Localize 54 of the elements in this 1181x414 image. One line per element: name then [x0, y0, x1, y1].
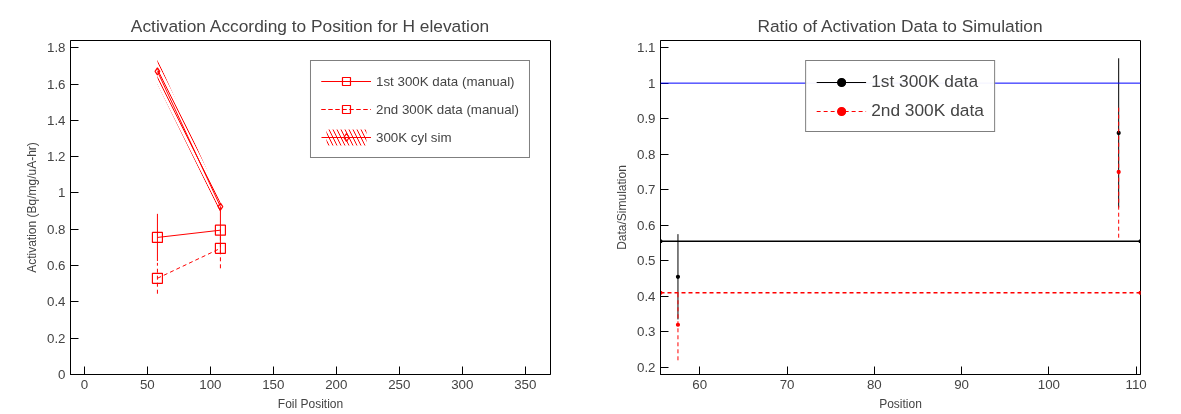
x-tick-label: 100 [199, 376, 222, 392]
point [1116, 130, 1121, 135]
chart-title: Ratio of Activation Data to Simulation [757, 15, 1043, 36]
y-tick-label: 1 [58, 185, 66, 201]
x-tick-label: 110 [1125, 376, 1147, 392]
legend-label: 2nd 300K data (manual) [375, 101, 519, 117]
y-tick-label: 0.2 [46, 330, 66, 346]
y-tick-label: 1.8 [46, 40, 66, 56]
y-tick-label: 0.3 [636, 324, 656, 340]
point [151, 231, 164, 244]
point [675, 274, 681, 279]
point [151, 272, 164, 284]
y-tick-label: 0.8 [46, 221, 66, 237]
x-tick-label: 150 [262, 376, 285, 392]
x-tick-label: 50 [139, 376, 155, 392]
y-tick-label: 1.2 [46, 149, 66, 165]
y-tick-label: 1.1 [636, 40, 656, 56]
y-tick-label: 0.9 [636, 111, 656, 127]
y-tick-label: 0.8 [636, 146, 656, 162]
y-tick-label: 1.4 [46, 112, 67, 128]
legend-label: 1st 300K data [871, 71, 979, 92]
x-tick-label: 350 [514, 376, 537, 392]
y-tick-label: 0.5 [636, 253, 656, 269]
x-axis-title: Position [879, 396, 922, 411]
x-axis-title: Foil Position [277, 396, 344, 411]
point [675, 322, 681, 327]
y-axis-title: Activation (Bq/mg/uA-hr) [24, 142, 39, 273]
chart-title: Activation According to Position for H elevation [130, 15, 490, 36]
point [154, 67, 161, 76]
x-tick-label: 250 [388, 376, 411, 392]
legend-label: 2nd 300K data [871, 100, 984, 121]
x-tick-label: 0 [80, 376, 89, 392]
x-tick-label: 200 [325, 376, 348, 392]
y-tick-label: 0.4 [636, 288, 657, 304]
y-tick-label: 0.6 [636, 217, 656, 233]
point [214, 224, 227, 236]
x-tick-label: 60 [692, 376, 708, 392]
y-tick-label: 1.6 [46, 76, 66, 92]
y-tick-label: 1 [648, 75, 656, 91]
x-tick-label: 100 [1037, 376, 1060, 392]
y-axis-title: Data/Simulation [614, 165, 629, 250]
point [217, 202, 224, 211]
point [214, 242, 227, 254]
point [1116, 169, 1121, 175]
y-tick-label: 0.7 [636, 182, 656, 198]
x-tick-label: 80 [866, 376, 882, 392]
x-tick-label: 300 [451, 376, 474, 392]
legend-label: 1st 300K data (manual) [375, 73, 515, 89]
x-tick-label: 90 [954, 376, 970, 392]
y-tick-label: 0.4 [46, 294, 67, 310]
y-tick-label: 0.6 [46, 258, 66, 274]
legend-label: 300K cyl sim [375, 129, 452, 145]
x-tick-label: 70 [779, 376, 795, 392]
y-tick-label: 0.2 [636, 359, 656, 375]
